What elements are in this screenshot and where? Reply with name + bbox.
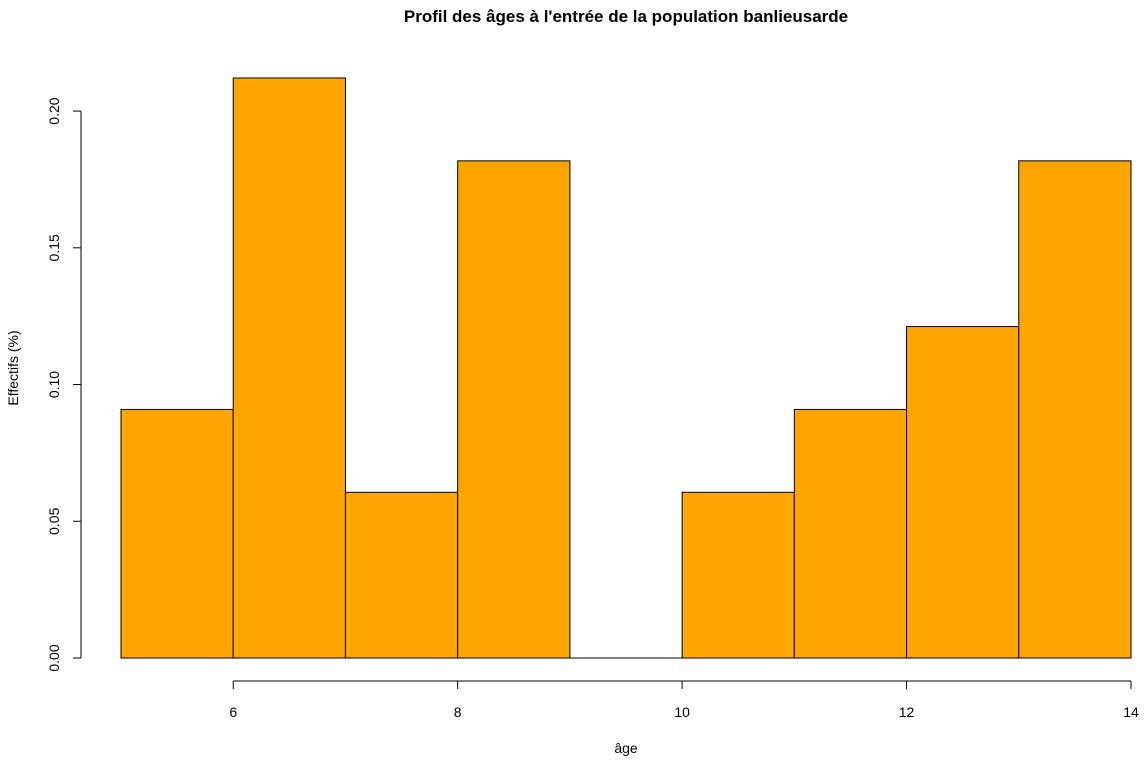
histogram-bar-1 [232,77,346,659]
x-axis-label: âge [614,740,638,756]
x-tick-label: 14 [1123,704,1139,720]
chart-title: Profil des âges à l'entrée de la populat… [404,7,848,26]
x-tick-label: 8 [454,704,462,720]
x-tick-label: 6 [229,704,237,720]
histogram-bar-7 [906,326,1020,659]
y-tick-label: 0.15 [46,234,62,261]
x-tick-label: 10 [674,704,690,720]
y-tick-label: 0.10 [46,371,62,398]
histogram-bar-3 [457,160,571,659]
y-axis: 0.00 0.05 0.10 0.15 0.20 [46,97,82,672]
bars-group [120,77,1132,659]
y-tick-label: 0.00 [46,644,62,671]
y-tick-label: 0.20 [46,97,62,124]
x-tick-label: 12 [899,704,915,720]
histogram-bar-6 [793,408,908,659]
histogram-bar-2 [344,491,459,659]
histogram-bar-5 [681,491,795,659]
x-axis: 6 8 10 12 14 [229,680,1139,720]
y-tick-label: 0.05 [46,507,62,534]
histogram-bar-8 [1018,160,1132,659]
y-axis-label: Effectifs (%) [5,330,21,405]
histogram-bar-0 [120,408,234,659]
